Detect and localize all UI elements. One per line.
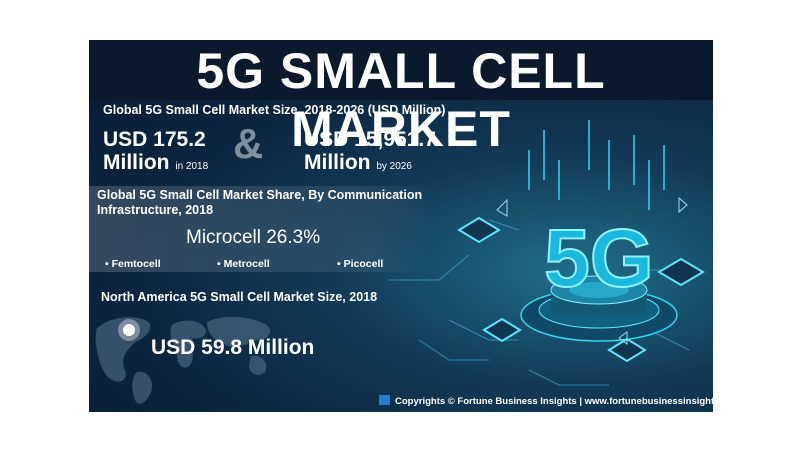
5g-label-layer: 5G xyxy=(543,212,654,305)
ampersand-symbol: & xyxy=(233,120,264,167)
kpi-2026-suffix: by 2026 xyxy=(376,161,412,172)
5g-tower-graphic xyxy=(520,275,678,342)
world-map-icon xyxy=(95,316,271,404)
leading-segment: Microcell 26.3% xyxy=(186,227,321,248)
brand-logo-icon xyxy=(379,395,390,405)
segment-femtocell: • Femtocell xyxy=(105,258,161,270)
location-pin-icon xyxy=(118,319,140,341)
page-title: 5G SMALL CELL MARKET xyxy=(196,43,606,157)
light-streaks xyxy=(528,120,665,210)
kpi-2018-line2-wrap: Million in 2018 xyxy=(103,151,208,178)
market-size-heading: Global 5G Small Cell Market Size, 2018-2… xyxy=(103,103,446,117)
north-america-heading: North America 5G Small Cell Market Size,… xyxy=(101,290,378,304)
copyright-footer: Copyrights © Fortune Business Insights |… xyxy=(379,395,713,407)
title-bar xyxy=(89,40,713,100)
chip-icon xyxy=(457,216,705,363)
5g-graphic-label: 5G xyxy=(544,213,653,304)
kpi-2018: USD 175.2 Million in 2018 xyxy=(103,128,208,178)
kpi-2018-line1: USD 175.2 xyxy=(103,128,206,151)
kpi-2026-line1: USD 15,951.7 xyxy=(304,128,436,151)
triangle-markers xyxy=(496,196,688,345)
kpi-2018-line2: Million xyxy=(103,151,170,174)
infographic-poster: 5G SMALL CELL MARKET Global 5G Small Cel… xyxy=(89,40,713,412)
segment-metrocell: • Metrocell xyxy=(217,258,270,270)
copyright-text: Copyrights © Fortune Business Insights |… xyxy=(395,396,713,407)
kpi-2018-suffix: in 2018 xyxy=(175,161,209,172)
north-america-value: USD 59.8 Million xyxy=(151,336,315,359)
share-section-band xyxy=(89,186,434,272)
kpi-2026-line2-wrap: Million by 2026 xyxy=(304,151,436,178)
kpi-2026: USD 15,951.7 Million by 2026 xyxy=(304,128,436,178)
background-graphics xyxy=(95,120,705,404)
segment-picocell: • Picocell xyxy=(337,258,384,270)
kpi-2026-line2: Million xyxy=(304,151,371,174)
share-heading: Global 5G Small Cell Market Share, By Co… xyxy=(97,188,423,217)
